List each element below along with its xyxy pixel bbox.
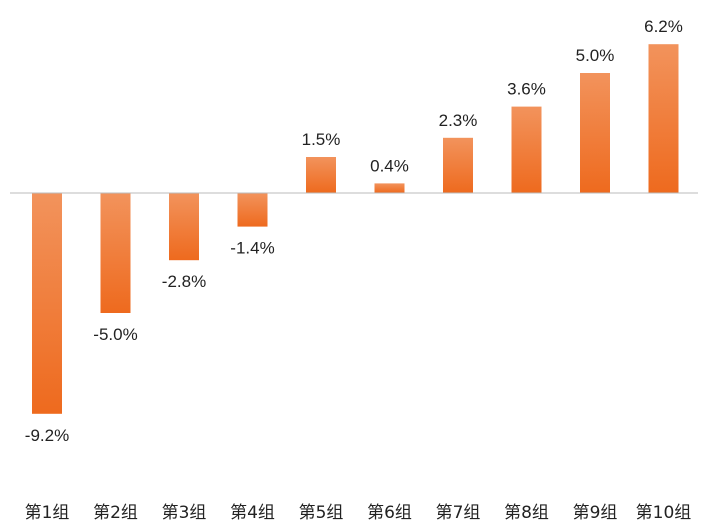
x-tick-labels: 第1组 第2组 第3组 第4组 第5组 第6组 第7组 第8组 第9组 第10组 <box>25 503 692 523</box>
data-label-8: 3.6% <box>507 80 546 99</box>
bar-10 <box>648 44 679 194</box>
bar-7 <box>443 137 473 193</box>
x-tick-label-2: 第2组 <box>93 503 138 523</box>
data-label-6: 0.4% <box>370 156 409 175</box>
bar-6 <box>374 183 405 193</box>
x-tick-label-8: 第8组 <box>504 503 549 523</box>
bars <box>32 44 679 414</box>
bar-4 <box>237 193 268 227</box>
data-label-9: 5.0% <box>576 46 615 65</box>
data-label-3: -2.8% <box>162 272 206 291</box>
x-tick-label-9: 第9组 <box>573 503 618 523</box>
data-label-2: -5.0% <box>93 325 137 344</box>
x-tick-label-7: 第7组 <box>436 503 481 523</box>
bar-2 <box>100 193 131 313</box>
data-label-4: -1.4% <box>230 239 274 258</box>
x-tick-label-3: 第3组 <box>162 503 207 523</box>
x-tick-label-1: 第1组 <box>25 503 70 523</box>
x-tick-label-6: 第6组 <box>367 503 412 523</box>
data-label-1: -9.2% <box>25 426 69 445</box>
x-tick-label-5: 第5组 <box>299 503 344 523</box>
x-tick-label-4: 第4组 <box>230 503 275 523</box>
bar-8 <box>511 106 542 193</box>
x-tick-label-10: 第10组 <box>636 503 692 523</box>
bar-1 <box>32 193 62 414</box>
data-labels: -9.2% -5.0% -2.8% -1.4% 1.5% 0.4% 2.3% 3.6% 5.0%… <box>25 17 683 445</box>
bar-9 <box>580 73 610 193</box>
data-label-5: 1.5% <box>302 130 341 149</box>
data-label-7: 2.3% <box>439 111 478 130</box>
bar-5 <box>306 157 336 193</box>
data-label-10: 6.2% <box>644 17 683 36</box>
bar-3 <box>169 193 199 261</box>
